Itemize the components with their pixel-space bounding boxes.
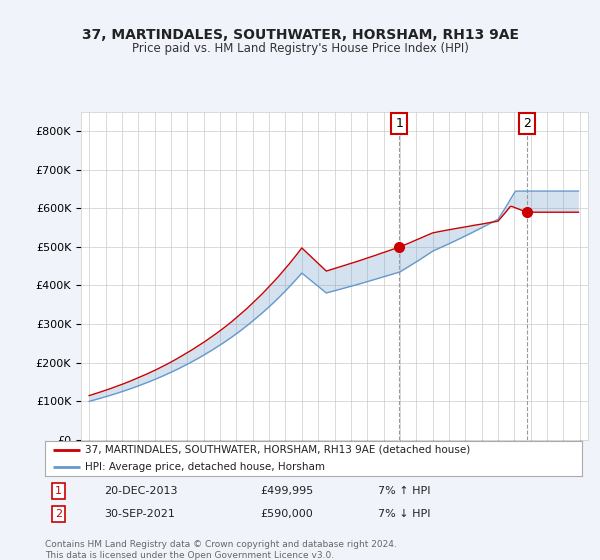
Text: 37, MARTINDALES, SOUTHWATER, HORSHAM, RH13 9AE (detached house): 37, MARTINDALES, SOUTHWATER, HORSHAM, RH… (85, 445, 470, 455)
Text: Price paid vs. HM Land Registry's House Price Index (HPI): Price paid vs. HM Land Registry's House … (131, 42, 469, 55)
Text: £590,000: £590,000 (260, 509, 313, 519)
Text: 7% ↓ HPI: 7% ↓ HPI (378, 509, 430, 519)
Text: 2: 2 (55, 509, 62, 519)
Text: HPI: Average price, detached house, Horsham: HPI: Average price, detached house, Hors… (85, 462, 325, 472)
Text: 30-SEP-2021: 30-SEP-2021 (104, 509, 175, 519)
Text: 1: 1 (55, 486, 62, 496)
Text: 20-DEC-2013: 20-DEC-2013 (104, 486, 178, 496)
Text: £499,995: £499,995 (260, 486, 313, 496)
Text: 37, MARTINDALES, SOUTHWATER, HORSHAM, RH13 9AE: 37, MARTINDALES, SOUTHWATER, HORSHAM, RH… (82, 28, 518, 42)
Text: 2: 2 (523, 117, 530, 130)
Text: Contains HM Land Registry data © Crown copyright and database right 2024.
This d: Contains HM Land Registry data © Crown c… (45, 540, 397, 559)
Text: 7% ↑ HPI: 7% ↑ HPI (378, 486, 430, 496)
Text: 1: 1 (395, 117, 403, 130)
